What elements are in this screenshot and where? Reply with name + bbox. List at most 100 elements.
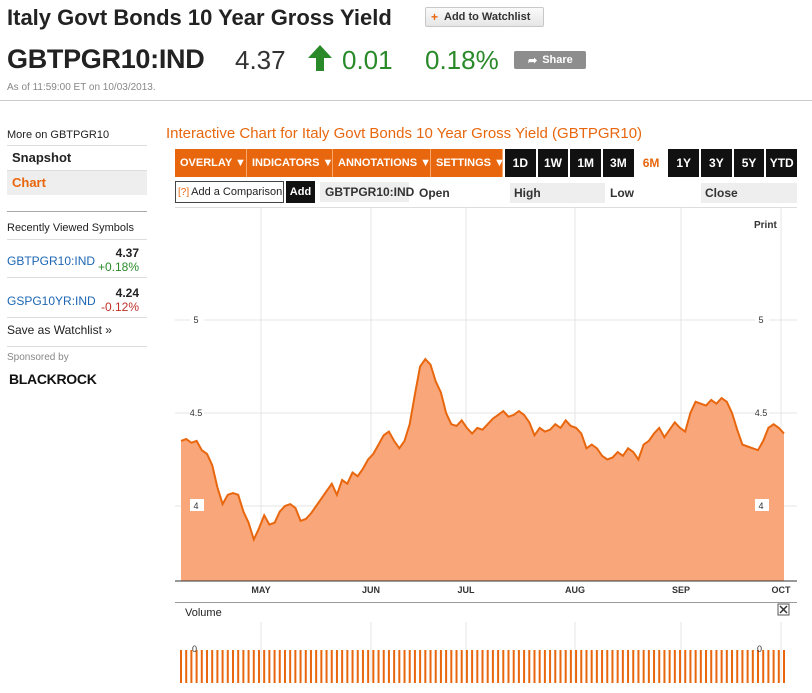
- volume-bar: [335, 650, 338, 683]
- plus-icon: +: [431, 10, 439, 24]
- range-5y[interactable]: 5Y: [733, 149, 765, 177]
- last-price: 4.37: [235, 45, 286, 75]
- add-comparison-input[interactable]: [?] Add a Comparison: [175, 181, 284, 203]
- volume-bar: [185, 650, 188, 683]
- volume-bar: [601, 650, 604, 683]
- volume-bar: [491, 650, 494, 683]
- volume-bar: [710, 650, 713, 683]
- ohlc-high-label: High: [510, 183, 605, 203]
- range-ytd[interactable]: YTD: [766, 149, 798, 177]
- volume-bar: [346, 650, 349, 683]
- volume-bar: [762, 650, 765, 683]
- volume-bar: [242, 650, 245, 683]
- header-divider: [0, 100, 812, 101]
- close-icon[interactable]: [777, 603, 790, 616]
- volume-bar: [569, 650, 572, 683]
- range-1m[interactable]: 1M: [570, 149, 602, 177]
- recent-symbol-link[interactable]: GBTPGR10:IND: [7, 254, 96, 268]
- volume-bar: [590, 650, 593, 683]
- volume-bar: [715, 650, 718, 683]
- volume-bar: [497, 650, 500, 683]
- volume-bar: [460, 650, 463, 683]
- x-tick-label: OCT: [772, 585, 792, 595]
- annotations-menu[interactable]: ANNOTATIONS ▼: [333, 149, 431, 177]
- recent-symbol-price: 4.37: [115, 246, 139, 260]
- add-to-watchlist-button[interactable]: + Add to Watchlist: [425, 7, 544, 27]
- volume-bar: [767, 650, 770, 683]
- volume-bar: [476, 650, 479, 683]
- volume-bar: [309, 650, 312, 683]
- volume-bar: [705, 650, 708, 683]
- volume-bar: [502, 650, 505, 683]
- volume-bar: [575, 650, 578, 683]
- volume-bar: [278, 650, 281, 683]
- volume-bar: [361, 650, 364, 683]
- save-as-watchlist-link[interactable]: Save as Watchlist »: [7, 323, 112, 337]
- settings-menu[interactable]: SETTINGS ▼: [431, 149, 505, 177]
- range-3m[interactable]: 3M: [603, 149, 634, 177]
- range-3y[interactable]: 3Y: [701, 149, 732, 177]
- volume-bar: [538, 650, 541, 683]
- sidebar-item-snapshot[interactable]: Snapshot: [7, 145, 147, 170]
- y-tick-label: 5: [758, 315, 763, 325]
- more-on-heading: More on GBTPGR10: [7, 129, 110, 141]
- volume-bar: [341, 650, 344, 683]
- indicators-menu[interactable]: INDICATORS ▼: [247, 149, 333, 177]
- print-link[interactable]: Print: [754, 220, 777, 231]
- volume-bar: [424, 650, 427, 683]
- volume-bar: [325, 650, 328, 683]
- volume-bar: [699, 650, 702, 683]
- sidebar-item-chart[interactable]: Chart: [7, 170, 147, 195]
- volume-bar: [398, 650, 401, 683]
- y-tick-label: 4.5: [190, 408, 203, 418]
- volume-bar: [408, 650, 411, 683]
- share-button[interactable]: ➦ Share: [514, 51, 586, 69]
- add-comparison-button[interactable]: Add: [286, 181, 315, 203]
- volume-bar: [221, 650, 224, 683]
- volume-bar: [294, 650, 297, 683]
- volume-bar: [356, 650, 359, 683]
- volume-bar: [439, 650, 442, 683]
- x-tick-label: MAY: [251, 585, 270, 595]
- volume-bar: [299, 650, 302, 683]
- volume-bar: [320, 650, 323, 683]
- volume-bar: [403, 650, 406, 683]
- volume-bar: [751, 650, 754, 683]
- volume-bar: [330, 650, 333, 683]
- recent-symbol-row: GSPG10YR:IND 4.24 -0.12%: [7, 280, 147, 318]
- price-chart[interactable]: MAY JUN JUL AUG SEP OCT 4 4 4.5 4.5 5 5 Print: [175, 206, 797, 597]
- volume-axis-label-right: 0: [757, 644, 762, 654]
- volume-bar: [377, 650, 380, 683]
- sidebar-nav: Snapshot Chart: [7, 145, 147, 195]
- volume-bar: [211, 650, 214, 683]
- sponsor-logo[interactable]: BLACKROCK: [9, 371, 97, 387]
- help-icon[interactable]: [?]: [178, 186, 190, 198]
- recent-symbol-link[interactable]: GSPG10YR:IND: [7, 294, 96, 308]
- volume-bar: [455, 650, 458, 683]
- volume-label: Volume: [185, 607, 222, 619]
- x-tick-label: JUL: [457, 585, 475, 595]
- volume-bar: [450, 650, 453, 683]
- volume-bar: [673, 650, 676, 683]
- overlay-menu[interactable]: OVERLAY ▼: [175, 149, 247, 177]
- volume-bar: [393, 650, 396, 683]
- volume-bar: [200, 650, 203, 683]
- y-tick-label: 4: [193, 501, 198, 511]
- volume-bar: [471, 650, 474, 683]
- volume-bar: [257, 650, 260, 683]
- volume-bar: [632, 650, 635, 683]
- range-1y[interactable]: 1Y: [668, 149, 700, 177]
- volume-bar: [231, 650, 234, 683]
- range-1d[interactable]: 1D: [505, 149, 536, 177]
- ticker-symbol: GBTPGR10:IND: [7, 44, 205, 74]
- range-1w[interactable]: 1W: [537, 149, 569, 177]
- volume-bar: [533, 650, 536, 683]
- volume-bar: [783, 650, 785, 683]
- volume-bar: [679, 650, 682, 683]
- volume-bar: [351, 650, 354, 683]
- volume-bar: [668, 650, 671, 683]
- volume-bar: [429, 650, 432, 683]
- recent-symbol-price: 4.24: [115, 286, 139, 300]
- share-arrow-icon: ➦: [528, 54, 538, 67]
- range-6m[interactable]: 6M: [635, 149, 667, 177]
